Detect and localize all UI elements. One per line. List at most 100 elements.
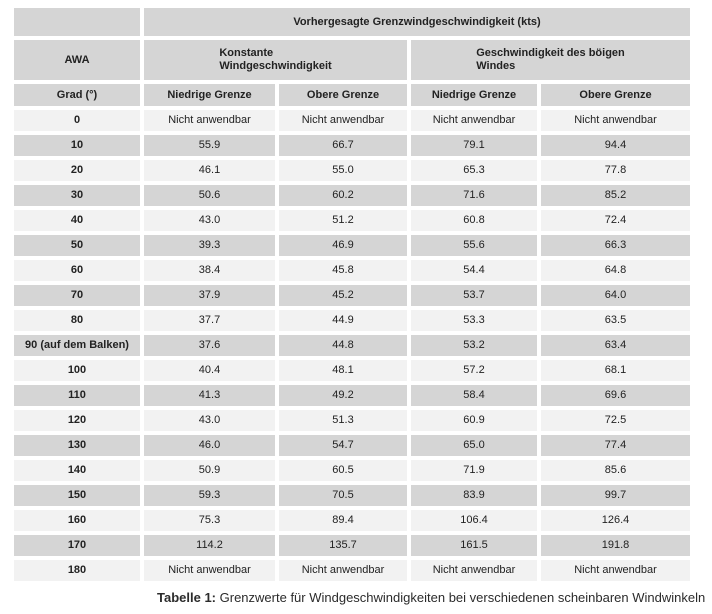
value-cell: 126.4 <box>541 510 690 531</box>
table-row: 40 43.0 51.2 60.8 72.4 <box>14 210 690 231</box>
col-header-lower-limit-gust: Niedrige Grenze <box>411 84 537 106</box>
awa-cell: 80 <box>14 310 140 331</box>
awa-cell: 160 <box>14 510 140 531</box>
value-cell: 54.4 <box>411 260 537 281</box>
value-cell: 44.9 <box>279 310 407 331</box>
col-header-upper-limit-constant: Obere Grenze <box>279 84 407 106</box>
awa-cell: 10 <box>14 135 140 156</box>
table-row: 120 43.0 51.3 60.9 72.5 <box>14 410 690 431</box>
header-row-title: Vorhergesagte Grenzwindgeschwindigkeit (… <box>14 8 690 36</box>
value-cell: 54.7 <box>279 435 407 456</box>
table-row: 90 (auf dem Balken) 37.6 44.8 53.2 63.4 <box>14 335 690 356</box>
value-cell: 49.2 <box>279 385 407 406</box>
value-cell: 48.1 <box>279 360 407 381</box>
awa-cell: 20 <box>14 160 140 181</box>
table-row: 30 50.6 60.2 71.6 85.2 <box>14 185 690 206</box>
awa-cell: 30 <box>14 185 140 206</box>
value-cell: 99.7 <box>541 485 690 506</box>
value-cell: 46.9 <box>279 235 407 256</box>
table-caption-text: Grenzwerte für Windgeschwindigkeiten bei… <box>219 590 706 605</box>
value-cell: 64.8 <box>541 260 690 281</box>
awa-header-cell: AWA <box>14 40 140 80</box>
value-cell: 64.0 <box>541 285 690 306</box>
value-cell: 60.8 <box>411 210 537 231</box>
value-cell: 161.5 <box>411 535 537 556</box>
col-header-lower-limit-constant: Niedrige Grenze <box>144 84 275 106</box>
value-cell: 55.6 <box>411 235 537 256</box>
empty-corner-cell <box>14 8 140 36</box>
value-cell: 85.2 <box>541 185 690 206</box>
table-row: 20 46.1 55.0 65.3 77.8 <box>14 160 690 181</box>
value-cell: 37.9 <box>144 285 275 306</box>
awa-cell: 50 <box>14 235 140 256</box>
value-cell: Nicht anwendbar <box>144 110 275 131</box>
value-cell: 40.4 <box>144 360 275 381</box>
value-cell: 38.4 <box>144 260 275 281</box>
value-cell: 60.9 <box>411 410 537 431</box>
value-cell: Nicht anwendbar <box>279 110 407 131</box>
awa-cell: 90 (auf dem Balken) <box>14 335 140 356</box>
value-cell: 51.3 <box>279 410 407 431</box>
value-cell: 71.9 <box>411 460 537 481</box>
value-cell: 57.2 <box>411 360 537 381</box>
value-cell: 46.0 <box>144 435 275 456</box>
value-cell: 66.7 <box>279 135 407 156</box>
value-cell: Nicht anwendbar <box>411 560 537 581</box>
table-title-cell: Vorhergesagte Grenzwindgeschwindigkeit (… <box>144 8 690 36</box>
value-cell: 65.3 <box>411 160 537 181</box>
value-cell: 60.2 <box>279 185 407 206</box>
value-cell: 79.1 <box>411 135 537 156</box>
value-cell: 77.4 <box>541 435 690 456</box>
table-row: 150 59.3 70.5 83.9 99.7 <box>14 485 690 506</box>
wind-limit-table: Vorhergesagte Grenzwindgeschwindigkeit (… <box>10 4 694 585</box>
awa-cell: 140 <box>14 460 140 481</box>
awa-cell: 40 <box>14 210 140 231</box>
value-cell: 43.0 <box>144 210 275 231</box>
value-cell: 58.4 <box>411 385 537 406</box>
awa-cell: 130 <box>14 435 140 456</box>
value-cell: 44.8 <box>279 335 407 356</box>
table-row: 170 114.2 135.7 161.5 191.8 <box>14 535 690 556</box>
value-cell: 43.0 <box>144 410 275 431</box>
header-row-columns: Grad (°) Niedrige Grenze Obere Grenze Ni… <box>14 84 690 106</box>
value-cell: 135.7 <box>279 535 407 556</box>
value-cell: 70.5 <box>279 485 407 506</box>
table-row: 70 37.9 45.2 53.7 64.0 <box>14 285 690 306</box>
value-cell: 37.6 <box>144 335 275 356</box>
table-row: 80 37.7 44.9 53.3 63.5 <box>14 310 690 331</box>
table-row: 160 75.3 89.4 106.4 126.4 <box>14 510 690 531</box>
value-cell: 68.1 <box>541 360 690 381</box>
value-cell: 83.9 <box>411 485 537 506</box>
value-cell: 77.8 <box>541 160 690 181</box>
value-cell: Nicht anwendbar <box>411 110 537 131</box>
value-cell: 85.6 <box>541 460 690 481</box>
awa-cell: 150 <box>14 485 140 506</box>
value-cell: 72.5 <box>541 410 690 431</box>
table-caption: Tabelle 1: Grenzwerte für Windgeschwindi… <box>10 590 712 605</box>
value-cell: 45.2 <box>279 285 407 306</box>
value-cell: 72.4 <box>541 210 690 231</box>
value-cell: 75.3 <box>144 510 275 531</box>
awa-cell: 70 <box>14 285 140 306</box>
value-cell: 45.8 <box>279 260 407 281</box>
value-cell: 53.3 <box>411 310 537 331</box>
value-cell: Nicht anwendbar <box>541 110 690 131</box>
table-row: 110 41.3 49.2 58.4 69.6 <box>14 385 690 406</box>
awa-cell: 120 <box>14 410 140 431</box>
value-cell: Nicht anwendbar <box>279 560 407 581</box>
value-cell: 37.7 <box>144 310 275 331</box>
awa-cell: 180 <box>14 560 140 581</box>
value-cell: 69.6 <box>541 385 690 406</box>
awa-cell: 110 <box>14 385 140 406</box>
value-cell: 46.1 <box>144 160 275 181</box>
value-cell: 191.8 <box>541 535 690 556</box>
value-cell: 89.4 <box>279 510 407 531</box>
table-row: 50 39.3 46.9 55.6 66.3 <box>14 235 690 256</box>
awa-cell: 170 <box>14 535 140 556</box>
value-cell: Nicht anwendbar <box>144 560 275 581</box>
degrees-header-cell: Grad (°) <box>14 84 140 106</box>
table-row: 0 Nicht anwendbar Nicht anwendbar Nicht anw… <box>14 110 690 131</box>
awa-cell: 0 <box>14 110 140 131</box>
table-row: 180 Nicht anwendbar Nicht anwendbar Nicht a… <box>14 560 690 581</box>
